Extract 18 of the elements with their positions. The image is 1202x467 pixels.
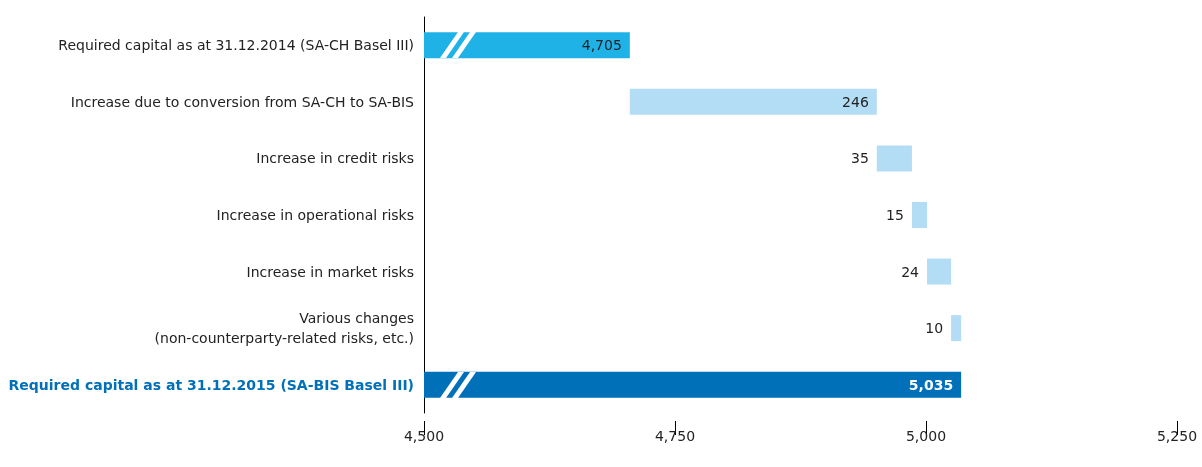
y-tick-label: Various changes (non-counterparty-related risks, etc.) [154,310,414,347]
x-tick-label: 5,000 [905,428,947,444]
y-tick-label: Increase due to conversion from SA-CH to SA-BIS [70,93,415,110]
y-tick-label: Required capital as at 31.12.2014 (SA-CH Basel III) [58,37,414,54]
x-tick-label: 4,500 [403,428,445,444]
data-label: 10 [925,320,944,337]
data-label: 5,035 [908,376,954,393]
y-tick-label: Increase in market risks [246,263,414,280]
data-label: 35 [850,150,869,167]
data-label: 4,705 [581,37,622,54]
y-tick-label: Required capital as at 31.12.2015 (SA-BIS Basel III) [8,376,414,393]
x-tick-label: 5,250 [1156,428,1198,444]
y-tick-label: Increase in operational risks [216,207,414,223]
data-label: 15 [886,207,904,223]
data-label: 24 [901,263,920,280]
y-tick-label: Increase in credit risks [256,150,414,167]
data-label: 246 [842,93,869,110]
x-tick-label: 4,750 [654,428,696,444]
